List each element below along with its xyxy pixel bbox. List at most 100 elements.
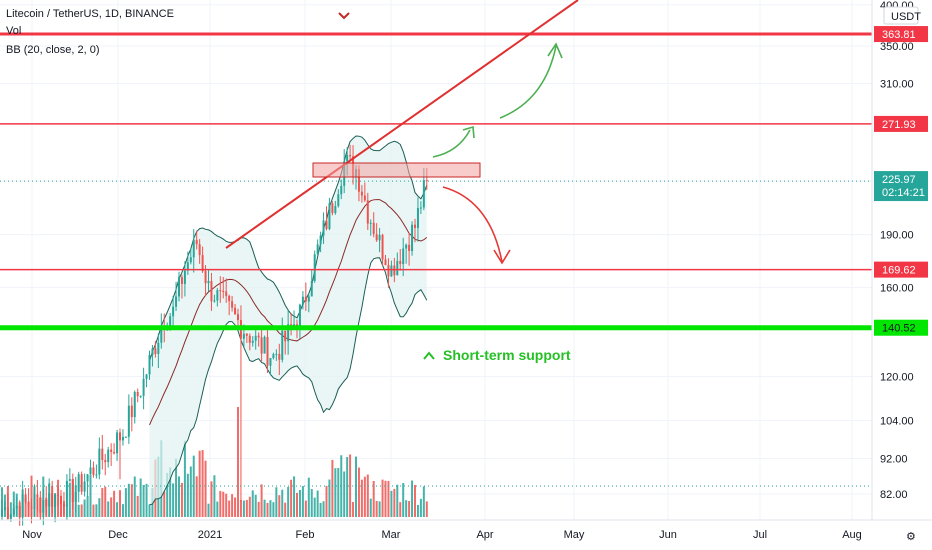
candle-body — [154, 348, 157, 354]
candle-body — [396, 260, 399, 276]
volume-bar — [411, 480, 414, 517]
volume-bar — [340, 455, 343, 517]
volume-bar — [369, 498, 372, 517]
volume-bar — [425, 501, 428, 517]
volume-bar — [245, 499, 248, 517]
volume-bar — [278, 495, 281, 517]
time-tick: Dec — [108, 529, 128, 541]
volume-bar — [24, 497, 27, 517]
candle-body — [210, 280, 213, 302]
price-tick: 310.00 — [880, 78, 914, 90]
candle-body — [375, 234, 378, 241]
candle-body — [186, 262, 189, 271]
candle-body — [107, 449, 110, 463]
candle-body — [62, 503, 65, 507]
volume-bar — [408, 500, 411, 517]
settings-icon[interactable]: ⚙ — [906, 531, 916, 543]
candle-body — [198, 244, 201, 256]
price-tick: 160.00 — [880, 283, 914, 295]
candle-body — [139, 395, 142, 397]
candle-body — [334, 205, 337, 214]
price-label-bg — [874, 171, 928, 202]
volume-bar — [254, 494, 257, 517]
volume-bar — [237, 407, 239, 517]
volume-bar — [145, 483, 148, 517]
volume-bar — [119, 490, 121, 517]
volume-bar — [251, 490, 254, 517]
volume-bar — [313, 497, 316, 517]
candle-body — [142, 378, 145, 396]
volume-bar — [316, 490, 319, 517]
volume-bar — [298, 489, 301, 517]
volume-bar — [166, 472, 169, 517]
resistance-zone — [312, 162, 481, 178]
price-label-bg — [874, 319, 928, 336]
candle-body — [15, 505, 18, 509]
candle-body — [77, 474, 80, 492]
grid-lines — [0, 0, 872, 520]
volume-bar — [352, 501, 355, 517]
volume-bar — [113, 490, 116, 517]
candle-body — [357, 169, 360, 192]
candle-body — [340, 185, 343, 195]
candle-body — [54, 494, 57, 507]
support-annotation: Short-term support — [443, 347, 571, 363]
candle-body — [313, 254, 316, 281]
volume-bar — [169, 467, 172, 517]
currency-label[interactable]: USDT — [891, 11, 921, 23]
volume-bar — [363, 476, 366, 517]
candle-body — [310, 280, 313, 297]
candle-body — [201, 255, 204, 272]
candle-body — [121, 436, 124, 441]
candle-body — [349, 155, 352, 157]
price-tick: 350.00 — [880, 41, 914, 53]
volume-bar — [124, 488, 127, 517]
candle-body — [360, 191, 363, 196]
volume-bar — [396, 484, 399, 517]
volume-bar — [343, 471, 346, 517]
volume-bar — [210, 481, 213, 517]
price-label-bg — [874, 261, 928, 278]
countdown-label: 02:14:21 — [882, 187, 925, 199]
volume-bar — [290, 479, 293, 517]
vol-indicator-label[interactable]: Vol — [6, 25, 22, 37]
candle-body — [219, 290, 222, 292]
volume-bar — [80, 504, 83, 517]
volume-bar — [189, 466, 192, 517]
candle-body — [346, 155, 349, 162]
candle-body — [6, 507, 9, 519]
volume-bar — [178, 476, 180, 517]
candle-body — [242, 333, 245, 339]
candle-body — [3, 507, 6, 510]
time-axis[interactable]: Nov Dec 2021 Feb Mar Apr May Jun Jul Aug ⚙ — [0, 519, 932, 543]
candle-body — [51, 493, 54, 507]
candle-body — [337, 194, 340, 206]
symbol-title[interactable]: Litecoin / TetherUS, 1D, BINANCE — [6, 8, 174, 20]
candle-body — [419, 207, 422, 209]
volume-bar — [186, 473, 189, 517]
time-tick: May — [564, 529, 585, 541]
candle-body — [192, 239, 195, 258]
candle-body — [366, 200, 369, 224]
volume-bar — [360, 479, 363, 517]
volume-bars — [1, 407, 428, 517]
candle-body — [124, 436, 127, 438]
volume-bar — [77, 504, 80, 517]
bb-indicator-label[interactable]: BB (20, close, 2, 0) — [6, 44, 100, 56]
volume-bar — [296, 492, 298, 517]
volume-bar — [269, 500, 272, 517]
volume-bar — [322, 501, 325, 517]
volume-bar — [216, 501, 219, 517]
candle-body — [89, 467, 92, 475]
volume-bar — [334, 468, 337, 517]
time-tick: Apr — [476, 529, 493, 541]
candle-body — [225, 291, 228, 296]
candle-body — [175, 296, 178, 307]
candle-body — [405, 244, 408, 249]
volume-bar — [349, 454, 352, 517]
candle-body — [65, 480, 68, 507]
candle-body — [213, 300, 216, 302]
candle-body — [408, 244, 411, 252]
volume-bar — [213, 475, 216, 517]
